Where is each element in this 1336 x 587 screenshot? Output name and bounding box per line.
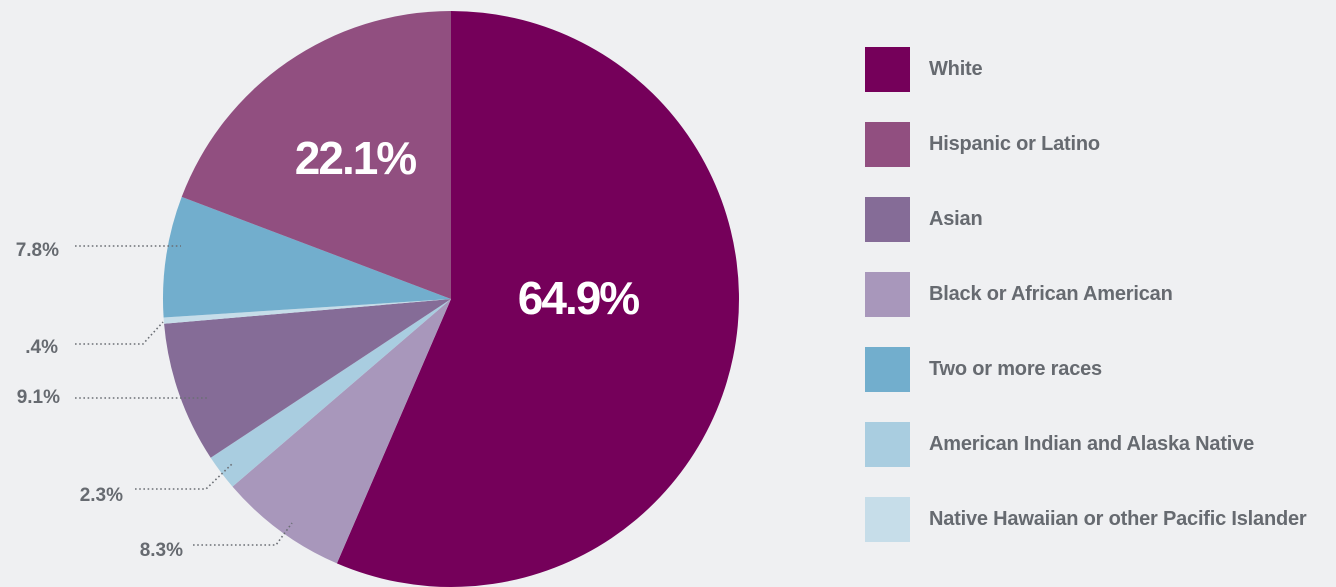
legend-item-two-or-more-races: Two or more races <box>865 347 1307 392</box>
legend-item-asian: Asian <box>865 197 1307 242</box>
data-label-white: 64.9% <box>518 272 640 324</box>
data-label-two-or-more-races: 7.8% <box>16 240 59 261</box>
leader-line-black-or-african-american <box>193 522 293 546</box>
pie-slice-native-hawaiian-or-other-pacific-islander <box>163 299 451 324</box>
legend-swatch <box>865 497 910 542</box>
legend-swatch <box>865 347 910 392</box>
legend-label: American Indian and Alaska Native <box>929 433 1255 455</box>
data-labels: 64.9% 8.3% 2.3% 9.1% .4% 7.8% 22.1% <box>16 132 642 561</box>
data-label-american-indian-and-alaska-native: 2.3% <box>80 485 123 506</box>
legend-item-black-or-african-american: Black or African American <box>865 272 1307 317</box>
legend-label: White <box>929 58 983 80</box>
pie-slice-black-or-african-american <box>232 299 451 564</box>
data-label-black-or-african-american: 8.3% <box>140 540 183 561</box>
legend-item-american-indian-and-alaska-native: American Indian and Alaska Native <box>865 422 1307 467</box>
data-label-asian: 9.1% <box>17 387 60 408</box>
data-label-hispanic-or-latino: 22.1% <box>295 132 417 184</box>
legend-label: Two or more races <box>929 358 1102 380</box>
pie-slice-white <box>336 11 739 587</box>
legend-label: Hispanic or Latino <box>929 133 1100 155</box>
legend-label: Native Hawaiian or other Pacific Islande… <box>929 508 1307 530</box>
legend-item-white: White <box>865 47 1307 92</box>
legend-label: Asian <box>929 208 983 230</box>
legend-item-native-hawaiian-or-other-pacific-islander: Native Hawaiian or other Pacific Islande… <box>865 497 1307 542</box>
pie-slice-hispanic-or-latino <box>181 11 451 299</box>
legend-item-hispanic-or-latino: Hispanic or Latino <box>865 122 1307 167</box>
legend-swatch <box>865 422 910 467</box>
legend-swatch <box>865 272 910 317</box>
leader-lines <box>75 245 293 546</box>
data-label-native-hawaiian-or-other-pacific-islander: .4% <box>25 337 58 358</box>
pie-slice-two-or-more-races <box>162 196 452 318</box>
legend-swatch <box>865 122 910 167</box>
legend-swatch <box>865 197 910 242</box>
legend-label: Black or African American <box>929 283 1173 305</box>
leader-line-native-hawaiian-or-other-pacific-islander <box>75 321 164 345</box>
pie-slice-american-indian-and-alaska-native <box>210 299 451 487</box>
pie-slice-asian <box>164 299 451 458</box>
legend-swatch <box>865 47 910 92</box>
legend: White Hispanic or Latino Asian Black or … <box>865 47 1307 572</box>
pie-slices <box>162 11 739 587</box>
